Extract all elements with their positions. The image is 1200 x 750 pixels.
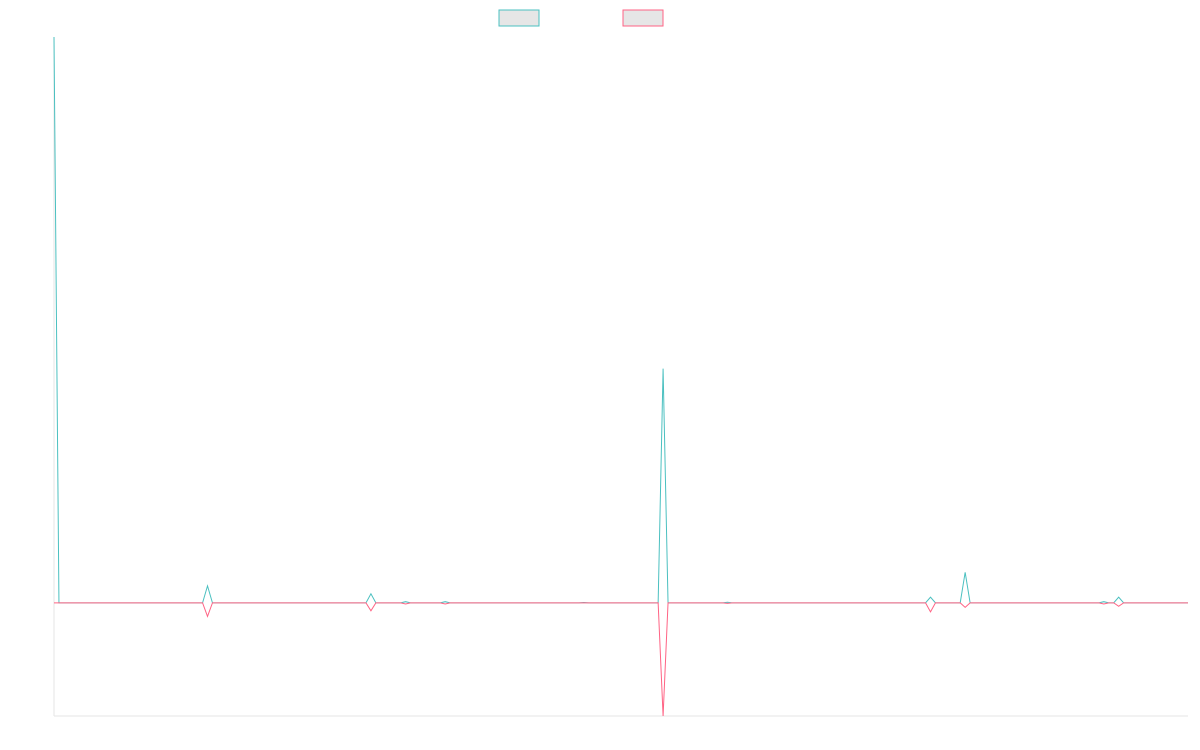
plot-area [53,36,1188,717]
legend-item-1 [498,9,540,27]
axes [53,37,1188,717]
legend-swatch-2 [622,9,664,27]
series-line-2 [54,602,1188,717]
legend [498,9,664,27]
legend-item-2 [622,9,664,27]
legend-swatch-1 [498,9,540,27]
series-line-1 [53,36,1188,604]
